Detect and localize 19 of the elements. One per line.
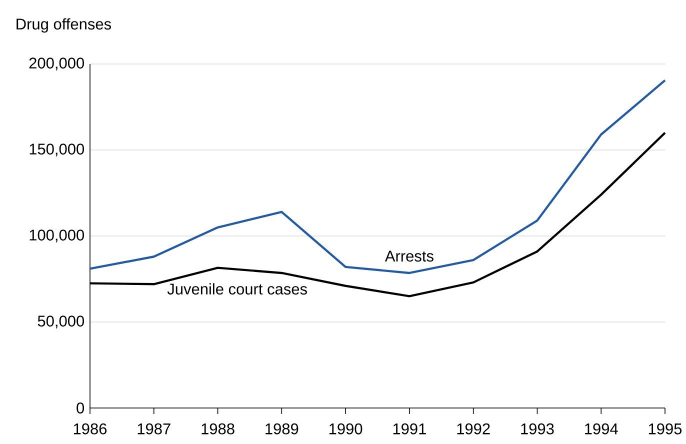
x-tick-label: 1987 xyxy=(138,423,170,434)
y-tick-label: 100,000 xyxy=(30,230,84,242)
x-tick-label: 1993 xyxy=(521,423,554,434)
y-tick-label: 200,000 xyxy=(29,58,84,70)
y-tick-label: 150,000 xyxy=(30,144,84,156)
x-tick-label: 1988 xyxy=(202,423,234,434)
y-axis-title: Drug offenses xyxy=(16,18,112,33)
x-tick-label: 1994 xyxy=(585,423,618,434)
line-series xyxy=(88,79,666,274)
series-label: Arrests xyxy=(384,250,434,262)
x-tick-label: 1992 xyxy=(457,423,490,434)
x-tick-label: 1990 xyxy=(330,423,362,434)
x-tick-label: 1995 xyxy=(648,423,682,434)
x-tick-label: 1986 xyxy=(74,423,107,434)
x-tick-label: 1991 xyxy=(393,423,426,434)
y-tick-label: 0 xyxy=(76,402,84,414)
y-tick-label: 50,000 xyxy=(38,316,84,328)
x-tick-label: 1989 xyxy=(266,423,298,434)
series-label: Juvenile court cases xyxy=(167,283,307,295)
